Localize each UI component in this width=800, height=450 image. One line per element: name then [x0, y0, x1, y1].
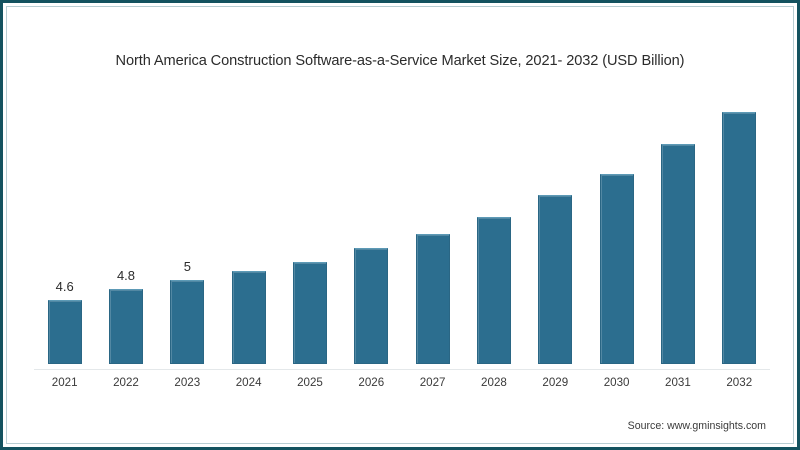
chart-canvas: North America Construction Software-as-a…: [8, 8, 792, 442]
bar-2022[interactable]: [108, 289, 143, 364]
x-axis-tick-labels: 2021 2022 2023 2024 2025 2026 2027 2028 2029 2030…: [34, 376, 770, 389]
x-tick-2030: 2030: [603, 376, 630, 389]
x-tick-2021: 2021: [51, 376, 78, 389]
chart-title: North America Construction Software-as-a…: [115, 53, 685, 69]
bar-slot: 0: [218, 92, 279, 364]
bar-slot: 0: [463, 92, 524, 364]
bar-2024[interactable]: [231, 271, 266, 364]
x-tick-2028: 2028: [481, 376, 507, 389]
bar-2023[interactable]: [170, 280, 205, 364]
x-axis-line: [34, 369, 770, 370]
bar-2026[interactable]: [354, 248, 389, 364]
bar-2028[interactable]: [476, 217, 511, 364]
x-tick-2029: 2029: [542, 376, 569, 389]
bar-value-label: 4.6: [55, 279, 74, 294]
bar-2025[interactable]: [292, 262, 327, 364]
x-tick-2027: 2027: [419, 376, 446, 389]
x-tick-2023: 2023: [174, 376, 201, 389]
bar-2032[interactable]: [722, 112, 757, 364]
bar-2031[interactable]: [660, 144, 695, 364]
x-tick-2022: 2022: [113, 376, 139, 389]
x-tick-2026: 2026: [358, 376, 385, 389]
bar-slot: 4.8: [95, 92, 156, 364]
x-tick-2024: 2024: [235, 376, 262, 389]
bar-slot: 4.6: [34, 92, 95, 364]
bar-slot: 0: [709, 92, 770, 364]
bar-slot: 0: [279, 92, 340, 364]
bar-value-label: 5: [183, 259, 191, 274]
bar-slot: 0: [341, 92, 402, 364]
bar-slot: 0: [586, 92, 647, 364]
bar-2029[interactable]: [538, 195, 573, 364]
bar-value-label: 4.8: [116, 268, 136, 283]
x-tick-2025: 2025: [297, 376, 323, 389]
bar-2030[interactable]: [599, 174, 634, 364]
bar-slot: 0: [402, 92, 463, 364]
bar-slot: 5: [157, 92, 218, 364]
bar-2021[interactable]: [47, 300, 82, 364]
x-tick-2031: 2031: [665, 376, 691, 389]
bar-series: 4.64.85000000000: [34, 92, 770, 364]
plot-area: 4.64.85000000000: [34, 92, 770, 370]
bar-slot: 0: [647, 92, 708, 364]
x-tick-2032: 2032: [726, 376, 753, 389]
source-note: Source: www.gminsights.com: [627, 420, 766, 432]
bar-2027[interactable]: [415, 234, 450, 364]
bar-slot: 0: [525, 92, 586, 364]
